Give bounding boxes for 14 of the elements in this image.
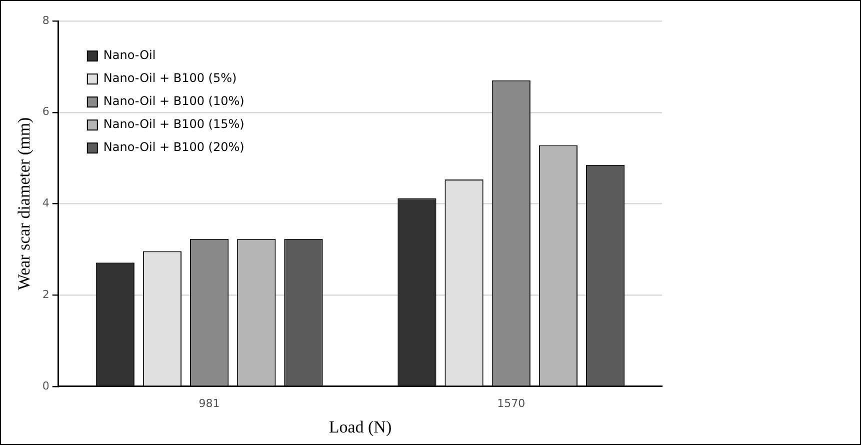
y-tick-label: 6 xyxy=(42,105,50,118)
y-tick-label: 0 xyxy=(42,379,50,392)
legend-label: Nano-Oil + B100 (10%) xyxy=(103,94,244,108)
y-tick-label: 4 xyxy=(42,196,50,210)
legend-label: Nano-Oil + B100 (20%) xyxy=(103,140,244,154)
x-tick-label: 981 xyxy=(198,396,220,410)
legend-label: Nano-Oil + B100 (15%) xyxy=(103,117,244,132)
y-tick-label: 8 xyxy=(42,14,50,27)
y-axis-title: Wear scar diameter (mm) xyxy=(14,117,34,290)
y-tick-label: 2 xyxy=(42,288,50,301)
x-axis-title: Load (N) xyxy=(328,417,392,436)
legend-label: Nano-Oil + B100 (5%) xyxy=(103,71,237,86)
legend-label: Nano-Oil xyxy=(103,48,156,62)
x-tick-label: 1570 xyxy=(497,396,526,410)
